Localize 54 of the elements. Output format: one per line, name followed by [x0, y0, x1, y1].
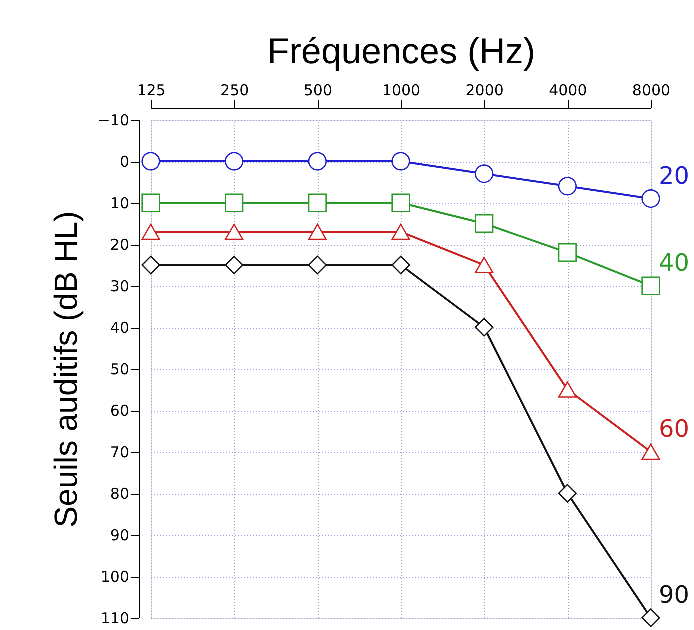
- y-tick-label: 60: [110, 402, 130, 420]
- series-label: 40: [659, 249, 690, 277]
- x-tick-label: 8000: [632, 82, 671, 100]
- x-tick-label: 500: [304, 82, 332, 100]
- point: [225, 224, 244, 240]
- x-axis-title: Fréquences (Hz): [267, 30, 536, 72]
- point: [142, 194, 160, 212]
- point: [308, 224, 327, 240]
- y-tick-label: 10: [110, 194, 130, 212]
- point: [142, 224, 160, 240]
- y-tick-label: 110: [100, 610, 130, 628]
- y-tick-label: 50: [110, 360, 130, 378]
- point: [225, 256, 244, 275]
- point: [308, 256, 327, 275]
- y-tick-label: 90: [110, 526, 130, 544]
- point: [642, 276, 660, 296]
- y-tick-label: 70: [110, 444, 130, 462]
- point: [308, 194, 327, 212]
- point: [142, 152, 160, 171]
- x-tick-label: 4000: [549, 82, 588, 100]
- y-tick-label: 80: [110, 485, 130, 503]
- series-label: 20: [659, 162, 690, 190]
- point: [558, 382, 577, 398]
- point: [392, 256, 410, 275]
- series-label: 90: [659, 581, 690, 609]
- point: [392, 194, 410, 212]
- point: [642, 190, 660, 208]
- x-tick-label: 1000: [382, 82, 421, 100]
- y-tick-label: 20: [110, 236, 130, 254]
- y-tick-label: −10: [98, 112, 130, 130]
- point: [308, 152, 327, 171]
- y-tick-label: 30: [110, 278, 130, 296]
- point: [475, 214, 494, 234]
- point: [558, 243, 577, 262]
- y-axis-title: Seuils auditifs (dB HL): [48, 211, 84, 528]
- x-tick-label: 2000: [466, 82, 504, 100]
- point: [225, 152, 244, 171]
- y-tick-label: 40: [110, 319, 130, 337]
- point: [225, 194, 244, 212]
- point: [142, 256, 160, 275]
- point: [475, 164, 494, 184]
- point: [558, 177, 577, 196]
- point: [392, 152, 410, 171]
- x-tick-label: 125: [137, 82, 166, 100]
- point: [642, 608, 660, 628]
- point: [392, 224, 410, 240]
- point: [475, 318, 494, 337]
- x-tick-label: 250: [220, 82, 250, 100]
- point: [558, 484, 577, 503]
- y-tick-label: 0: [120, 153, 130, 171]
- point: [642, 444, 660, 460]
- point: [475, 257, 494, 274]
- series-label: 60: [659, 415, 690, 443]
- y-tick-label: 100: [100, 568, 130, 586]
